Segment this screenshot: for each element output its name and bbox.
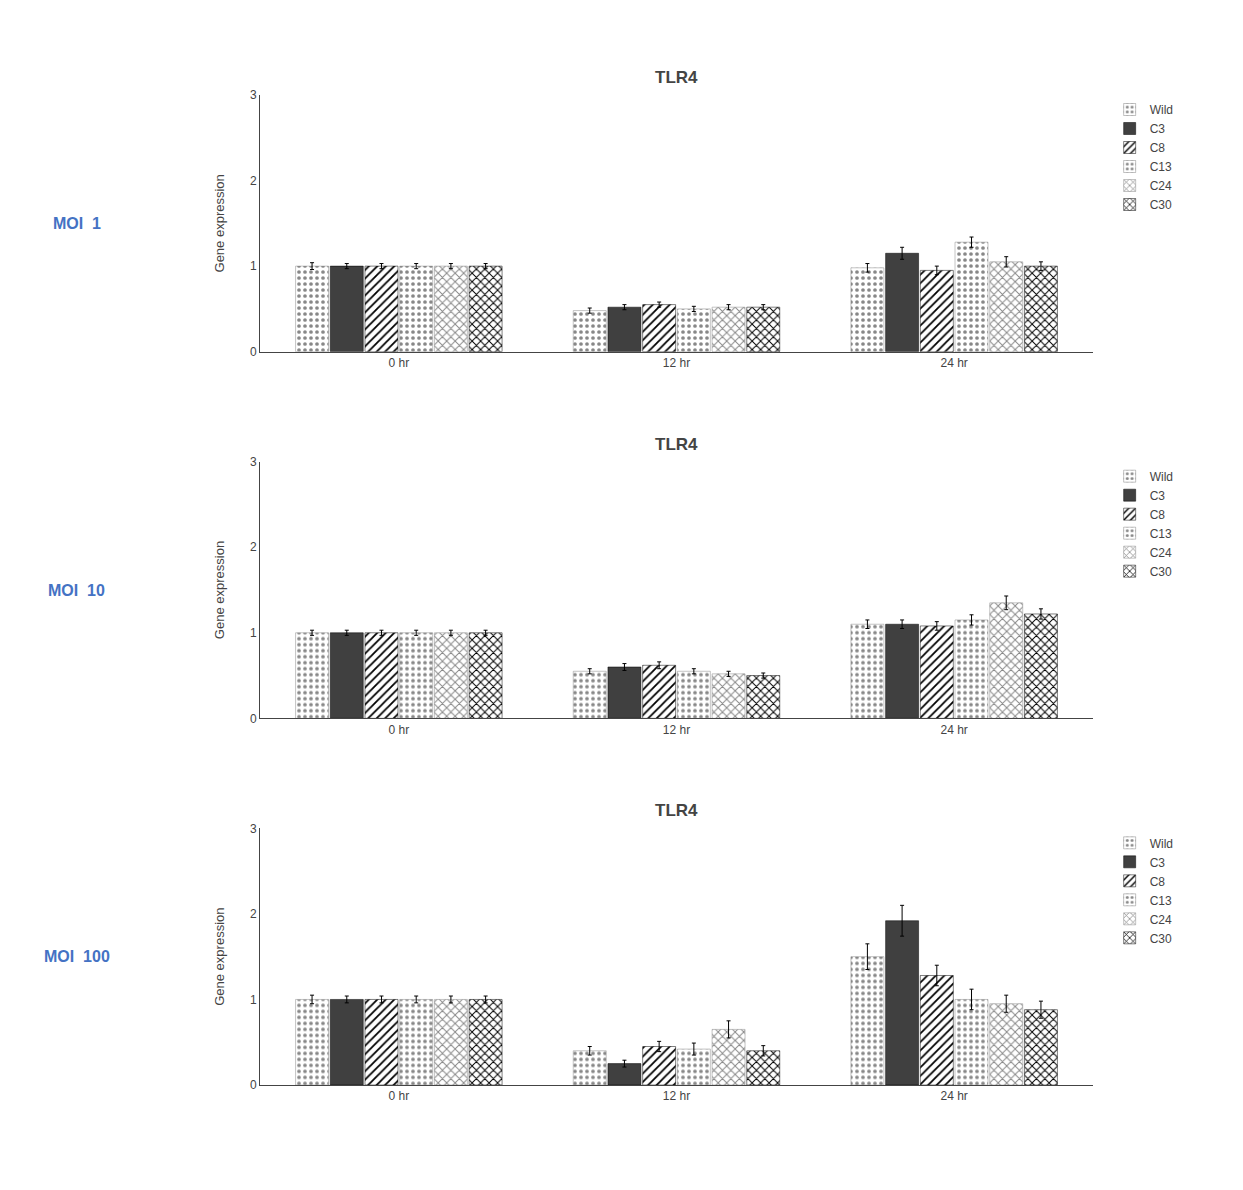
svg-text:C8: C8 [1150, 875, 1166, 889]
svg-text:1: 1 [250, 993, 257, 1007]
svg-text:C3: C3 [1150, 856, 1166, 870]
svg-text:C24: C24 [1150, 913, 1172, 927]
svg-text:0 hr: 0 hr [388, 723, 409, 737]
svg-text:1: 1 [250, 259, 257, 273]
svg-text:Gene expression: Gene expression [212, 174, 227, 272]
svg-text:0: 0 [250, 712, 257, 726]
svg-text:24 hr: 24 hr [940, 356, 967, 370]
svg-text:Gene expression: Gene expression [212, 541, 227, 639]
svg-text:C30: C30 [1150, 198, 1172, 212]
svg-text:12 hr: 12 hr [663, 356, 690, 370]
svg-text:TLR4: TLR4 [655, 68, 698, 87]
svg-text:C13: C13 [1150, 894, 1172, 908]
svg-text:0: 0 [250, 1078, 257, 1092]
svg-text:C3: C3 [1150, 122, 1166, 136]
svg-text:C30: C30 [1150, 565, 1172, 579]
svg-text:MOI 100: MOI 100 [44, 948, 110, 965]
svg-text:C8: C8 [1150, 508, 1166, 522]
svg-text:C3: C3 [1150, 489, 1166, 503]
svg-text:24 hr: 24 hr [940, 1089, 967, 1103]
svg-text:C24: C24 [1150, 179, 1172, 193]
svg-text:12 hr: 12 hr [663, 723, 690, 737]
svg-text:C24: C24 [1150, 546, 1172, 560]
svg-text:Gene expression: Gene expression [212, 908, 227, 1006]
svg-text:TLR4: TLR4 [655, 435, 698, 454]
svg-text:C30: C30 [1150, 932, 1172, 946]
svg-text:C13: C13 [1150, 527, 1172, 541]
svg-text:C13: C13 [1150, 160, 1172, 174]
svg-text:24 hr: 24 hr [940, 723, 967, 737]
svg-text:2: 2 [250, 540, 257, 554]
svg-text:MOI 1: MOI 1 [53, 215, 101, 232]
svg-text:Wild: Wild [1150, 103, 1173, 117]
svg-text:C8: C8 [1150, 141, 1166, 155]
svg-text:0 hr: 0 hr [388, 356, 409, 370]
svg-text:0 hr: 0 hr [388, 1089, 409, 1103]
svg-text:3: 3 [250, 88, 257, 102]
svg-text:1: 1 [250, 626, 257, 640]
svg-text:TLR4: TLR4 [655, 801, 698, 820]
svg-text:0: 0 [250, 345, 257, 359]
svg-text:Wild: Wild [1150, 470, 1173, 484]
svg-text:2: 2 [250, 907, 257, 921]
svg-text:3: 3 [250, 822, 257, 836]
svg-text:MOI 10: MOI 10 [48, 582, 105, 599]
svg-text:2: 2 [250, 174, 257, 188]
svg-text:Wild: Wild [1150, 837, 1173, 851]
svg-text:12 hr: 12 hr [663, 1089, 690, 1103]
svg-text:3: 3 [250, 455, 257, 469]
